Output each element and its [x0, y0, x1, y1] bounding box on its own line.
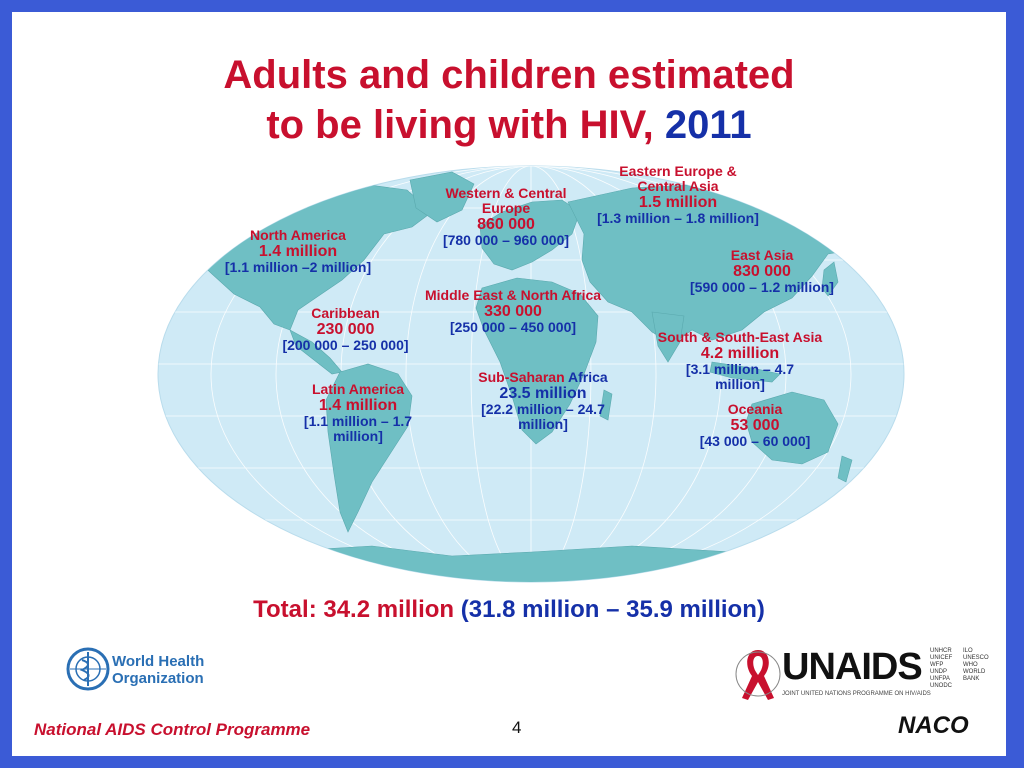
region-value: 860 000: [477, 216, 535, 233]
total-summary: Total: 34.2 million (31.8 million – 35.9…: [12, 596, 1006, 624]
region-south-south-east-asia: South & South-East Asia 4.2 million [3.1…: [638, 330, 842, 392]
region-name: Eastern Europe & Central Asia: [619, 163, 737, 194]
cosponsor: ILO: [963, 648, 973, 654]
region-name: Middle East & North Africa: [424, 287, 602, 303]
region-range: [1.3 million – 1.8 million]: [597, 210, 759, 226]
region-range: [3.1 million – 4.7 million]: [685, 361, 795, 392]
continent-greenland: [409, 171, 475, 223]
region-name: Caribbean: [311, 305, 380, 321]
region-name: East Asia: [730, 247, 794, 263]
region-sub-saharan-africa: Sub-Saharan Africa 23.5 million [22.2 mi…: [458, 370, 628, 432]
region-value: 23.5 million: [499, 385, 587, 402]
continent-south-america: [325, 363, 413, 533]
cosponsor: UNDP: [930, 669, 948, 675]
who-line-1: World Health: [112, 653, 205, 670]
region-value: 1.4 million: [258, 243, 338, 260]
continent-australia: [745, 391, 839, 465]
who-line-2: Organization: [112, 670, 204, 687]
region-value: 830 000: [733, 263, 791, 280]
region-name: Western & Central Europe: [445, 185, 567, 216]
region-range: [43 000 – 60 000]: [699, 433, 811, 449]
who-emblem-icon: [66, 647, 110, 691]
region-range: [250 000 – 450 000]: [449, 319, 577, 335]
region-value: 230 000: [316, 321, 375, 338]
world-map: [157, 165, 905, 583]
region-name: Sub-Saharan: [478, 369, 565, 385]
region-name: Latin America: [311, 381, 405, 397]
title-line-2: to be living with HIV, 2011: [12, 100, 1006, 150]
continent-madagascar: [599, 389, 613, 421]
region-name: South & South-East Asia: [657, 329, 823, 345]
total-range: (31.8 million – 35.9 million): [460, 596, 765, 623]
region-value: 53 000: [730, 417, 780, 434]
unaids-cosponsors: UNHCR UNICEF WFP UNDP UNFPA UNODC ILO UN…: [930, 648, 990, 690]
cosponsor: WHO: [963, 662, 978, 668]
slide-title: Adults and children estimated to be livi…: [12, 50, 1006, 150]
red-ribbon-icon: [735, 650, 781, 700]
cosponsor: UNHCR: [930, 648, 952, 654]
region-caribbean: Caribbean 230 000 [200 000 – 250 000]: [258, 306, 433, 353]
slide: Adults and children estimated to be livi…: [12, 12, 1006, 756]
region-latin-america: Latin America 1.4 million [1.1 million –…: [288, 382, 428, 444]
title-year: 2011: [664, 103, 752, 147]
region-oceania: Oceania 53 000 [43 000 – 60 000]: [680, 402, 830, 449]
naco-logo: NACO: [898, 712, 969, 739]
region-middle-east-north-africa: Middle East & North Africa 330 000 [250 …: [398, 288, 628, 335]
region-western-central-europe: Western & Central Europe 860 000 [780 00…: [426, 186, 586, 248]
region-range: [200 000 – 250 000]: [282, 337, 409, 353]
unaids-logo-text: UNAIDS: [782, 646, 923, 688]
region-value: 1.4 million: [318, 397, 398, 414]
region-eastern-europe-central-asia: Eastern Europe & Central Asia 1.5 millio…: [578, 164, 778, 226]
total-label: Total:: [253, 596, 317, 623]
region-value: 4.2 million: [700, 345, 780, 362]
cosponsor: UNFPA: [930, 676, 950, 682]
region-range: [1.1 million – 1.7 million]: [303, 413, 413, 444]
cosponsor: UNESCO: [963, 655, 989, 661]
title-line-1: Adults and children estimated: [223, 53, 795, 97]
region-name: Oceania: [727, 401, 783, 417]
continent-central-america: [289, 329, 343, 375]
continent-japan: [821, 261, 839, 297]
total-value: 34.2 million: [323, 596, 455, 623]
footer-program-name: National AIDS Control Programme: [34, 720, 311, 739]
continent-india: [651, 311, 685, 363]
continent-africa: [475, 277, 599, 445]
title-line-2-text: to be living with HIV,: [266, 103, 654, 147]
region-range: [780 000 – 960 000]: [442, 232, 570, 248]
unaids-subtitle: JOINT UNITED NATIONS PROGRAMME ON HIV/AI…: [782, 691, 931, 697]
region-range: [590 000 – 1.2 million]: [690, 279, 834, 295]
region-name-row: Sub-Saharan Africa: [458, 370, 628, 385]
continent-antarctica: [161, 545, 904, 582]
region-north-america: North America 1.4 million [1.1 million –…: [208, 228, 388, 275]
continent-europe: [479, 199, 581, 271]
region-east-asia: East Asia 830 000 [590 000 – 1.2 million…: [672, 248, 852, 295]
who-logo-text: World Health Organization: [112, 653, 204, 687]
cosponsor: UNICEF: [930, 655, 953, 661]
region-name-suffix: Africa: [568, 369, 608, 385]
region-range: [22.2 million – 24.7 million]: [481, 401, 605, 432]
cosponsor: UNODC: [930, 683, 952, 689]
cosponsor: WORLD BANK: [963, 669, 986, 682]
continent-new-zealand: [837, 455, 853, 483]
page-number: 4: [512, 718, 522, 737]
region-value: 330 000: [484, 303, 542, 320]
continent-indonesia: [709, 361, 781, 383]
region-name: North America: [250, 227, 346, 243]
cosponsor: WFP: [930, 662, 944, 668]
region-value: 1.5 million: [638, 194, 718, 211]
region-range: [1.1 million –2 million]: [224, 259, 372, 275]
